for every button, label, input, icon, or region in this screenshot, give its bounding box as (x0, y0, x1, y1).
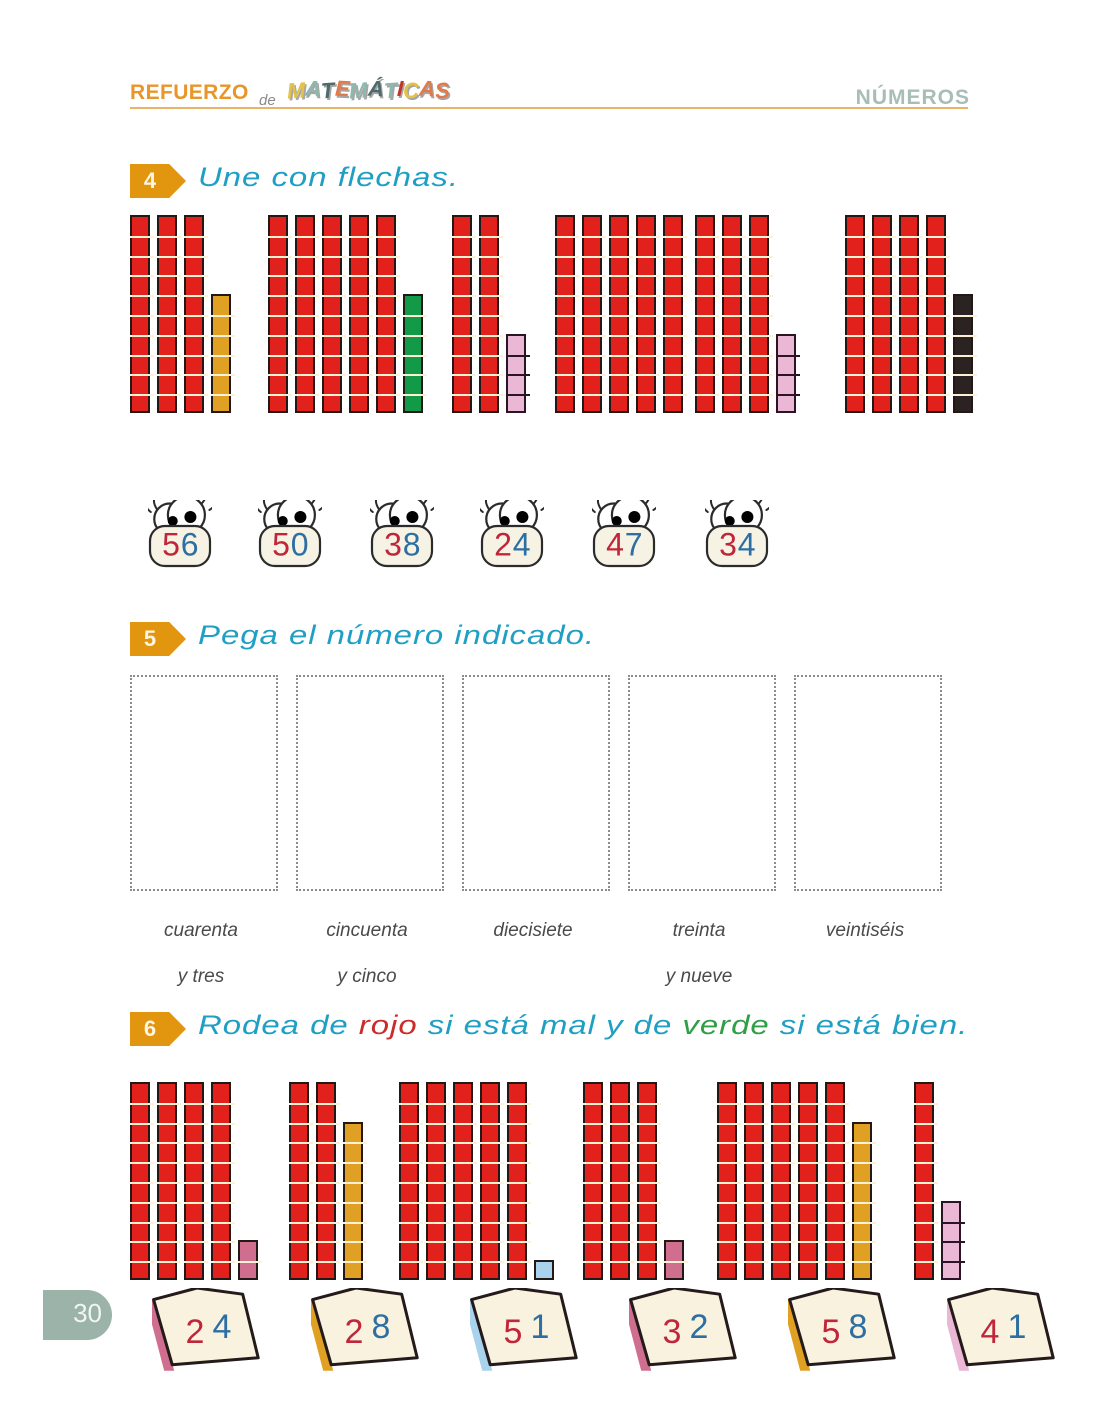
svg-text:2: 2 (185, 1313, 204, 1351)
svg-text:8: 8 (848, 1308, 867, 1346)
svg-text:4: 4 (513, 526, 531, 562)
svg-text:1: 1 (1007, 1308, 1026, 1346)
svg-text:3: 3 (384, 526, 402, 562)
svg-text:5: 5 (503, 1313, 522, 1351)
svg-text:2: 2 (689, 1308, 708, 1346)
svg-text:6: 6 (181, 526, 199, 562)
svg-text:0: 0 (291, 526, 309, 562)
svg-text:8: 8 (371, 1308, 390, 1346)
svg-text:4: 4 (738, 526, 756, 562)
svg-text:1: 1 (530, 1308, 549, 1346)
svg-text:3: 3 (719, 526, 737, 562)
svg-text:8: 8 (403, 526, 421, 562)
svg-text:5: 5 (272, 526, 290, 562)
svg-text:4: 4 (212, 1308, 231, 1346)
svg-text:3: 3 (662, 1313, 681, 1351)
svg-text:5: 5 (162, 526, 180, 562)
svg-text:2: 2 (494, 526, 512, 562)
svg-text:4: 4 (606, 526, 624, 562)
svg-text:2: 2 (344, 1313, 363, 1351)
svg-text:4: 4 (980, 1313, 999, 1351)
svg-text:5: 5 (821, 1313, 840, 1351)
svg-text:7: 7 (625, 526, 643, 562)
